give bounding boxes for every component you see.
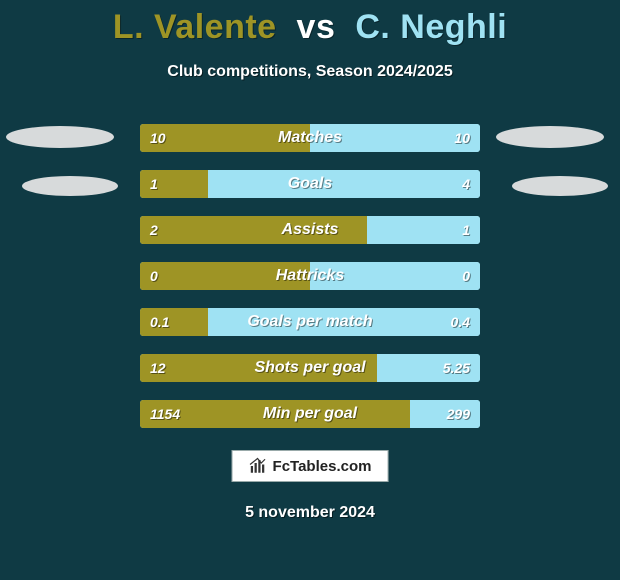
stat-bar-right bbox=[208, 308, 480, 336]
stat-row: 1010Matches bbox=[140, 124, 480, 152]
chart-icon bbox=[249, 457, 267, 475]
stat-row: 21Assists bbox=[140, 216, 480, 244]
shadow-ellipse bbox=[496, 126, 604, 148]
date-label: 5 november 2024 bbox=[0, 504, 620, 522]
shadow-ellipse bbox=[22, 176, 118, 196]
stat-bar-left bbox=[140, 354, 377, 382]
stat-bar-right bbox=[208, 170, 480, 198]
stat-bar-right bbox=[410, 400, 480, 428]
subtitle: Club competitions, Season 2024/2025 bbox=[0, 63, 620, 81]
stat-bar-right bbox=[377, 354, 480, 382]
stat-bar-right bbox=[310, 124, 480, 152]
stat-bar-left bbox=[140, 400, 410, 428]
stat-bar-left bbox=[140, 308, 208, 336]
stat-row: 0.10.4Goals per match bbox=[140, 308, 480, 336]
stat-row: 1154299Min per goal bbox=[140, 400, 480, 428]
vs-label: vs bbox=[297, 8, 336, 46]
stat-bar-left bbox=[140, 170, 208, 198]
comparison-infographic: L. Valente vs C. Neghli Club competition… bbox=[0, 0, 620, 580]
stat-row: 125.25Shots per goal bbox=[140, 354, 480, 382]
player1-name: L. Valente bbox=[113, 8, 277, 46]
stat-bar-right bbox=[367, 216, 480, 244]
stat-bar-left bbox=[140, 124, 310, 152]
brand-text: FcTables.com bbox=[273, 458, 372, 475]
player2-name: C. Neghli bbox=[355, 8, 507, 46]
stat-row: 00Hattricks bbox=[140, 262, 480, 290]
stat-bar-left bbox=[140, 262, 310, 290]
stat-bars: 1010Matches 14Goals 21Assists 00Hattricks 0.… bbox=[140, 124, 480, 446]
stat-row: 14Goals bbox=[140, 170, 480, 198]
shadow-ellipse bbox=[512, 176, 608, 196]
brand-box: FcTables.com bbox=[232, 450, 389, 482]
stat-bar-right bbox=[310, 262, 480, 290]
stat-bar-left bbox=[140, 216, 367, 244]
shadow-ellipse bbox=[6, 126, 114, 148]
page-title: L. Valente vs C. Neghli bbox=[0, 0, 620, 47]
